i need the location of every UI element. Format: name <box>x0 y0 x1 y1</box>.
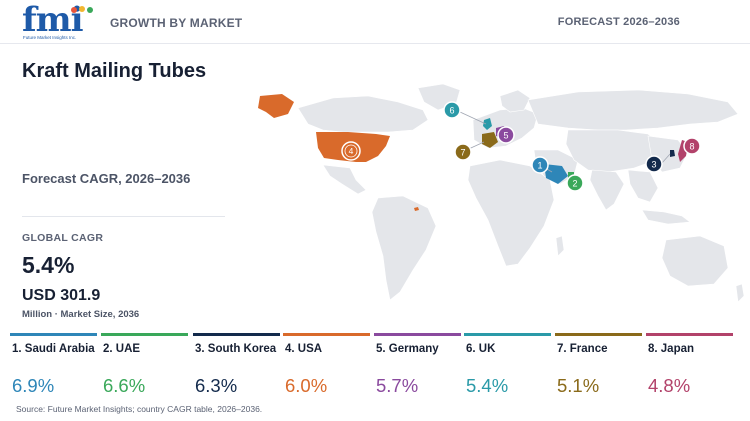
fmi-logo[interactable]: fmi Future Market Insights Inc. <box>22 0 94 42</box>
country-color-bar <box>283 333 370 336</box>
puerto-rico-region <box>414 207 419 211</box>
country-name: 5. Germany <box>376 343 439 355</box>
country-card-germany[interactable]: 5. Germany 5.7% <box>374 333 462 396</box>
country-cagr-value: 5.7% <box>376 375 419 396</box>
map-marker-8[interactable]: 8 <box>683 137 701 155</box>
marker-label: 7 <box>460 148 465 158</box>
mexico <box>322 164 367 195</box>
country-card-uae[interactable]: 2. UAE 6.6% <box>101 333 189 396</box>
russia-asia <box>527 89 739 131</box>
france-region <box>482 132 498 148</box>
marker-label: 1 <box>537 161 542 171</box>
country-cagr-value: 5.1% <box>557 375 600 396</box>
header-bar: fmi Future Market Insights Inc. GROWTH B… <box>0 0 750 44</box>
new-zealand <box>735 283 745 303</box>
market-size-note: Million · Market Size, 2036 <box>22 309 140 320</box>
country-cagr-value: 5.4% <box>466 375 509 396</box>
map-marker-2[interactable]: 2 <box>566 174 584 192</box>
marker-label: 4 <box>349 146 354 156</box>
global-cagr-value: 5.4% <box>22 252 75 278</box>
country-card-france[interactable]: 7. France 5.1% <box>555 333 643 396</box>
country-color-bar <box>10 333 97 336</box>
marker-label: 3 <box>651 160 656 170</box>
country-color-bar <box>193 333 280 336</box>
country-name: 1. Saudi Arabia <box>12 343 95 355</box>
country-name: 8. Japan <box>648 343 695 355</box>
logo-people-icon <box>71 6 93 13</box>
logo-wordmark: fmi <box>22 0 84 40</box>
land-masses <box>297 83 745 303</box>
country-cagr-value: 6.9% <box>12 375 55 396</box>
marker-label: 8 <box>689 142 694 152</box>
logo-subtext: Future Market Insights Inc. <box>23 35 77 40</box>
country-card-saudi-arabia[interactable]: 1. Saudi Arabia 6.9% <box>10 333 98 396</box>
map-marker-6[interactable]: 6 <box>443 101 461 119</box>
country-color-bar <box>646 333 733 336</box>
india <box>589 169 625 211</box>
map-marker-5[interactable]: 5 <box>497 126 515 144</box>
forecast-cagr-label: Forecast CAGR, 2026–2036 <box>22 171 191 186</box>
country-name: 7. France <box>557 343 608 355</box>
scandinavia <box>499 89 531 113</box>
madagascar <box>555 235 565 257</box>
country-color-bar <box>555 333 642 336</box>
canada <box>297 95 429 133</box>
country-name: 2. UAE <box>103 343 141 355</box>
country-name: 4. USA <box>285 343 323 355</box>
country-cagr-value: 4.8% <box>648 375 691 396</box>
southeast-asia <box>627 169 659 203</box>
country-cagr-row: 1. Saudi Arabia 6.9% 2. UAE 6.6% 3. Sout… <box>10 333 745 396</box>
market-size-value: USD 301.9 <box>22 287 101 304</box>
indonesia <box>641 209 691 225</box>
country-color-bar <box>464 333 551 336</box>
country-color-bar <box>374 333 461 336</box>
marker-label: 2 <box>572 179 577 189</box>
country-cagr-value: 6.0% <box>285 375 328 396</box>
country-card-japan[interactable]: 8. Japan 4.8% <box>646 333 734 396</box>
country-name: 3. South Korea <box>195 343 277 355</box>
map-marker-7[interactable]: 7 <box>454 143 472 161</box>
marker-label: 6 <box>449 106 454 116</box>
country-cagr-value: 6.3% <box>195 375 238 396</box>
forecast-label: FORECAST 2026–2036 <box>557 16 680 28</box>
country-cagr-value: 6.6% <box>103 375 146 396</box>
south-america <box>371 195 437 301</box>
uk-region <box>483 118 492 130</box>
source-note: Source: Future Market Insights; country … <box>16 404 263 414</box>
alaska-region <box>258 94 294 118</box>
global-cagr-label: GLOBAL CAGR <box>22 232 104 244</box>
section-label: GROWTH BY MARKET <box>110 16 243 30</box>
marker-label: 5 <box>503 131 508 141</box>
central-asia <box>565 129 663 173</box>
africa <box>467 159 555 267</box>
country-name: 6. UK <box>466 343 496 355</box>
map-marker-3[interactable]: 3 <box>645 155 663 173</box>
page-title: Kraft Mailing Tubes <box>22 60 207 82</box>
map-marker-1[interactable]: 1 <box>531 156 549 174</box>
divider <box>22 216 225 217</box>
south-korea-region <box>670 150 675 157</box>
saudi-region <box>544 164 568 184</box>
country-color-bar <box>101 333 188 336</box>
country-card-uk[interactable]: 6. UK 5.4% <box>464 333 552 396</box>
country-card-south-korea[interactable]: 3. South Korea 6.3% <box>193 333 281 396</box>
world-map: 1 2 3 4 5 6 7 8 <box>258 83 745 303</box>
map-marker-4[interactable]: 4 <box>341 141 361 161</box>
australia <box>661 235 729 287</box>
country-card-usa[interactable]: 4. USA 6.0% <box>283 333 371 396</box>
